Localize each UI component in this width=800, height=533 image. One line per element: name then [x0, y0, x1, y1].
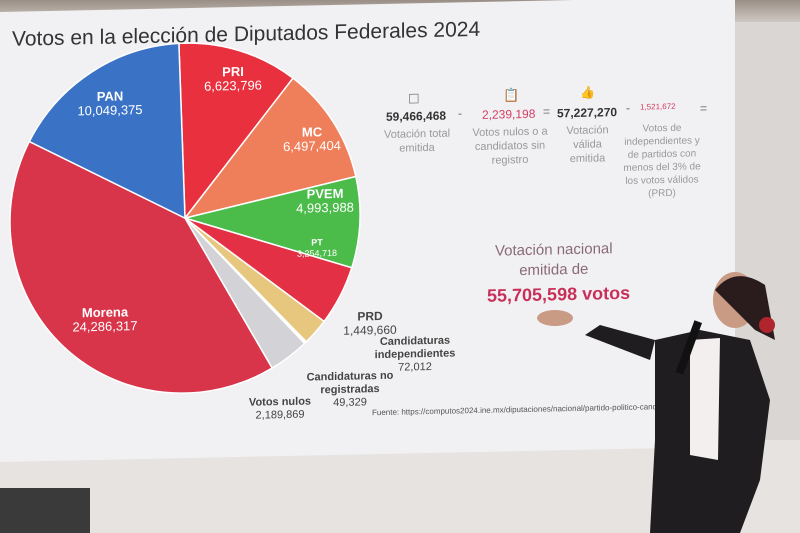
pie-chart — [9, 42, 361, 394]
pie-slice-pan — [28, 42, 186, 220]
pie-slice-mc — [183, 77, 357, 220]
projection-screen: Votos en la elección de Diputados Federa… — [0, 0, 735, 463]
pie-slice-morena — [9, 140, 274, 394]
pie-slice-pvem — [182, 175, 361, 269]
pie-slice-pri — [178, 42, 295, 221]
